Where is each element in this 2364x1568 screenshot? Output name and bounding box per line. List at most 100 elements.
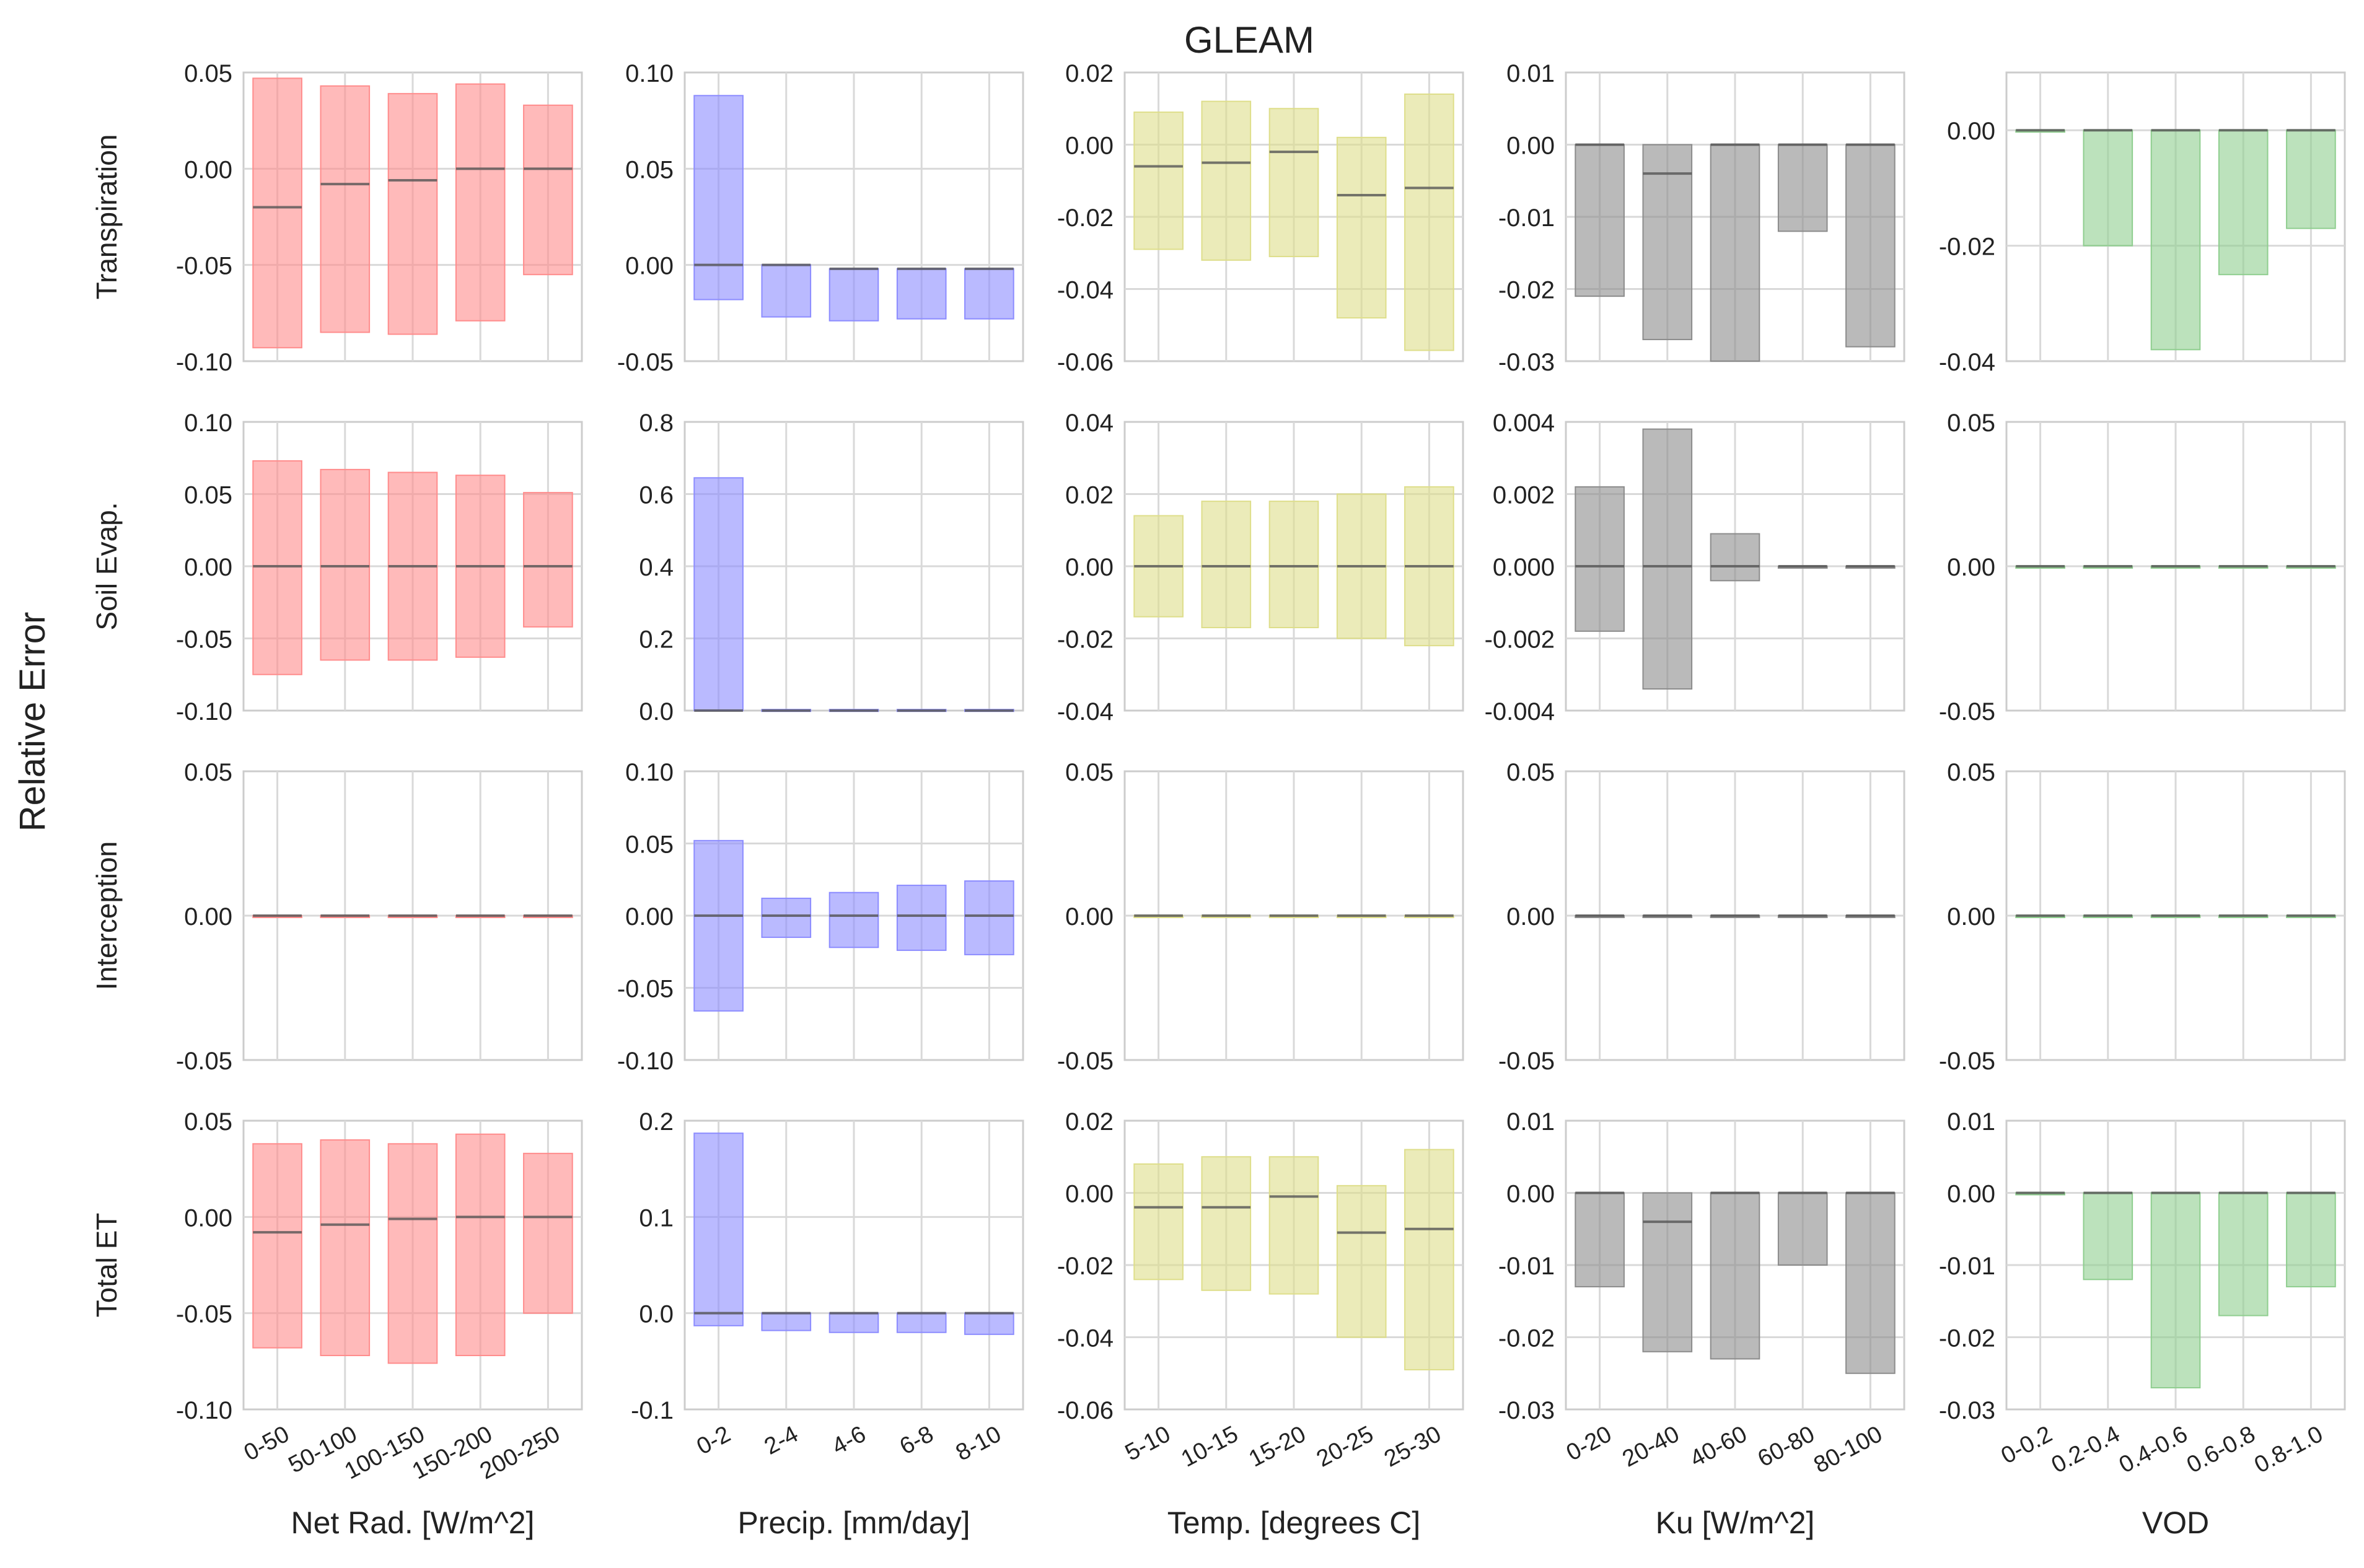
y-tick-label: -0.04: [1057, 277, 1114, 304]
y-tick-label: 0.05: [625, 156, 674, 183]
y-tick-label: 0.00: [1065, 1181, 1114, 1208]
bar-0-2-0-4: [2083, 1192, 2133, 1281]
bar-0-50: [252, 77, 302, 349]
y-tick-label: 0.00: [1065, 903, 1114, 931]
y-tick-label: -0.02: [1057, 204, 1114, 232]
x-tick-label-2-4: 2-4: [760, 1421, 802, 1460]
y-tick-label: -0.05: [617, 976, 674, 1003]
bar-50-100: [320, 1139, 371, 1357]
panel-total-et-precip-mm-day: 0.2 0.1 0.0 -0.1 0-2 2-4 4-6 6-8 8-10 Precip. [mm…: [631, 1108, 1024, 1540]
y-tick-label: -0.10: [176, 698, 232, 725]
y-tick-label: 0.0: [639, 1301, 674, 1328]
y-tick-label: 0.0: [639, 698, 674, 725]
bar-0-20: [1575, 486, 1625, 632]
panel-soil-evap-vod: 0.05 0.00 -0.05: [1939, 410, 2346, 725]
y-tick-label: 0.8: [639, 410, 674, 437]
y-tick-label: -0.1: [631, 1397, 674, 1424]
bar-0-2-0-4: [2083, 129, 2133, 247]
y-tick-label: 0.01: [1506, 60, 1555, 87]
y-tick-label: 0.00: [184, 903, 232, 931]
y-tick-label: -0.06: [1057, 1397, 1114, 1424]
bar-4-6: [828, 268, 879, 322]
bar-15-20: [1268, 1156, 1319, 1295]
panel-interception-vod: 0.05 0.00 -0.05: [1939, 759, 2346, 1075]
row-label-interception: Interception: [90, 841, 123, 990]
y-tick-label: -0.01: [1498, 204, 1555, 232]
bar-0-50: [252, 1143, 302, 1349]
panel-soil-evap-ku-w-m-2: 0.004 0.002 0.000 -0.002 -0.004: [1485, 410, 1905, 725]
y-tick-label: 0.05: [1947, 759, 1995, 786]
y-tick-label: -0.04: [1057, 1325, 1114, 1352]
y-tick-label: -0.04: [1057, 698, 1114, 725]
bar-4-6: [828, 1312, 879, 1333]
x-axis-label-vod: VOD: [2142, 1505, 2209, 1540]
x-tick-label-0-20: 0-20: [1562, 1421, 1616, 1466]
bar-0-2: [693, 95, 744, 300]
y-tick-label: -0.02: [1057, 626, 1114, 654]
bar-0-2: [693, 477, 744, 711]
y-tick-label: 0.000: [1493, 554, 1555, 581]
y-tick-label: 0.05: [184, 1108, 232, 1136]
bar-80-100: [1845, 1192, 1896, 1374]
panel-interception-net-rad-w-m-2: 0.05 0.00 -0.05 Interception: [90, 759, 583, 1075]
x-tick-label-0-0-2: 0-0.2: [1997, 1421, 2057, 1469]
y-tick-label: 0.00: [1947, 118, 1995, 145]
y-tick-label: 0.00: [1506, 1181, 1555, 1208]
y-tick-label: -0.03: [1939, 1397, 1995, 1424]
panel-interception-temp-degrees-c: 0.05 0.00 -0.05: [1057, 759, 1464, 1075]
y-tick-label: 0.1: [639, 1204, 674, 1232]
y-tick-label: 0.00: [1947, 1181, 1995, 1208]
y-tick-label: 0.00: [184, 1204, 232, 1232]
panel-soil-evap-net-rad-w-m-2: 0.10 0.05 0.00 -0.05 -0.10 Soil Evap.: [90, 410, 583, 725]
bar-50-100: [320, 85, 371, 333]
bar-150-200: [455, 83, 506, 322]
bar-0-50: [252, 460, 302, 675]
panel-soil-evap-precip-mm-day: 0.8 0.6 0.4 0.2 0.0: [639, 410, 1024, 725]
x-tick-label-5-10: 5-10: [1121, 1421, 1175, 1466]
x-tick-label-20-40: 20-40: [1618, 1421, 1684, 1473]
y-tick-label: -0.05: [176, 626, 232, 654]
bar-25-30: [1404, 93, 1454, 351]
bar-40-60: [1710, 144, 1760, 362]
y-tick-label: 0.004: [1493, 410, 1555, 437]
y-tick-label: -0.004: [1485, 698, 1555, 725]
y-tick-label: 0.05: [184, 482, 232, 509]
panel-transpiration-temp-degrees-c: 0.02 0.00 -0.02 -0.04 -0.06: [1057, 60, 1464, 376]
x-tick-label-0-2: 0-2: [693, 1421, 735, 1460]
y-tick-label: 0.2: [639, 626, 674, 654]
x-tick-label-60-80: 60-80: [1754, 1421, 1819, 1473]
row-label-soil-evap: Soil Evap.: [90, 502, 123, 630]
bar-25-30: [1404, 1149, 1454, 1370]
y-tick-label: 0.00: [625, 903, 674, 931]
bar-20-40: [1642, 1192, 1693, 1352]
y-tick-label: 0.05: [1947, 410, 1995, 437]
row-label-total-et: Total ET: [90, 1213, 123, 1318]
y-tick-label: 0.02: [1065, 60, 1114, 87]
y-tick-label: -0.01: [1939, 1253, 1995, 1280]
y-tick-label: 0.4: [639, 554, 674, 581]
row-label-transpiration: Transpiration: [90, 134, 123, 300]
y-tick-label: -0.02: [1939, 1325, 1995, 1352]
y-tick-label: -0.02: [1057, 1253, 1114, 1280]
y-tick-label: -0.03: [1498, 349, 1555, 376]
panel-total-et-temp-degrees-c: 0.02 0.00 -0.02 -0.04 -0.06 5-10 10-15 15-20 20-…: [1057, 1108, 1464, 1540]
x-tick-label-40-60: 40-60: [1686, 1421, 1752, 1473]
x-tick-label-0-2-0-4: 0.2-0.4: [2047, 1421, 2124, 1479]
y-tick-label: 0.01: [1947, 1108, 1995, 1136]
x-tick-label-80-100: 80-100: [1809, 1421, 1886, 1479]
y-tick-label: 0.01: [1506, 1108, 1555, 1136]
bar-5-10: [1133, 1163, 1184, 1281]
bar-5-10: [1133, 112, 1184, 250]
y-tick-label: 0.00: [1947, 903, 1995, 931]
y-tick-label: 0.05: [1506, 759, 1555, 786]
bar-20-40: [1642, 428, 1693, 690]
bar-8-10: [964, 268, 1014, 320]
bar-0-8-1-0: [2286, 1192, 2336, 1287]
y-tick-label: 0.10: [625, 60, 674, 87]
y-tick-label: -0.05: [1939, 1048, 1995, 1075]
bar-2-4: [761, 1312, 812, 1331]
y-tick-label: 0.04: [1065, 410, 1114, 437]
y-tick-label: -0.10: [176, 1397, 232, 1424]
